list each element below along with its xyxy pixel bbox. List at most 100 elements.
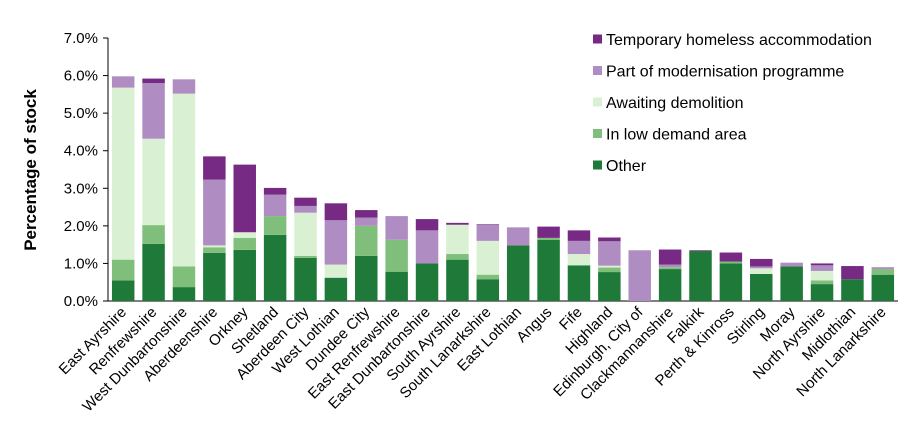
bar-segment [810, 284, 834, 301]
bar-segment [324, 277, 348, 301]
bar-segment [598, 265, 621, 268]
bar-segment [233, 249, 256, 301]
bar-segment [446, 254, 469, 260]
bar-segment [142, 225, 165, 244]
bar-segment [598, 267, 621, 273]
bar-segment [750, 266, 773, 269]
bar-segment [810, 280, 834, 285]
bar-segment [567, 240, 591, 255]
bar-segment [598, 241, 621, 266]
legend-label: Temporary homeless accommodation [606, 32, 872, 49]
bar-segment [658, 267, 682, 270]
bar-segment [294, 197, 317, 206]
legend-label: Part of modernisation programme [606, 64, 844, 81]
bar-segment [111, 259, 135, 281]
y-tick-label: 6.0% [64, 68, 98, 85]
bar-segment [172, 266, 196, 288]
bar-segment [476, 240, 500, 275]
bar-segment [294, 257, 317, 301]
bar-segment [719, 261, 743, 264]
bar-segment [810, 263, 834, 266]
bar-segment [750, 268, 773, 274]
bar-segment [203, 245, 226, 248]
bar-segment [172, 287, 196, 301]
bar-segment [294, 255, 317, 258]
bar-segment [415, 230, 439, 264]
bar-segment [324, 264, 348, 278]
bar-segment [658, 264, 682, 268]
bar-segment [537, 239, 560, 301]
bar-segment [233, 164, 256, 233]
bar-segment [415, 219, 439, 231]
bar-segment [658, 249, 682, 265]
bar-segment [172, 93, 196, 267]
legend-swatch [593, 160, 602, 170]
bar-segment [780, 262, 803, 267]
bar-segment [628, 250, 651, 301]
category-label: Angus [513, 304, 555, 346]
bar-segment [111, 87, 135, 260]
bar-segment [355, 225, 378, 256]
bar-segment [142, 138, 165, 226]
bar-segment [750, 258, 773, 267]
bar-segment [871, 267, 895, 270]
bar-segment [750, 273, 773, 301]
y-tick-label: 0.0% [64, 293, 98, 310]
bar-segment [841, 266, 864, 280]
bar-segment [263, 216, 287, 235]
bar-segment [263, 187, 287, 195]
bars [111, 76, 895, 301]
legend-label: Awaiting demolition [606, 95, 744, 112]
bar-segment [142, 243, 165, 301]
bar-segment [476, 274, 500, 280]
bar-segment [689, 251, 712, 301]
bar-segment [203, 252, 226, 301]
bar-segment [719, 252, 743, 262]
y-tick-label: 5.0% [64, 105, 98, 122]
bar-segment [658, 269, 682, 301]
legend-label: Other [606, 158, 647, 175]
bar-segment [810, 265, 834, 271]
y-tick-label: 1.0% [64, 255, 98, 272]
bar-segment [385, 216, 408, 240]
y-tick-label: 7.0% [64, 30, 98, 47]
bar-segment [537, 226, 560, 238]
bar-segment [385, 271, 408, 301]
bar-segment [172, 79, 196, 94]
bar-segment [871, 269, 895, 275]
bar-segment [203, 156, 226, 180]
bar-segment [446, 224, 469, 255]
legend-swatch [593, 129, 602, 138]
bar-segment [324, 203, 348, 221]
bar-segment [142, 78, 165, 84]
bar-segment [294, 212, 317, 256]
bar-segment [355, 210, 378, 218]
bar-segment [689, 250, 712, 252]
bar-segment [780, 266, 803, 301]
y-tick-label: 4.0% [64, 143, 98, 160]
bar-segment [506, 227, 530, 246]
bar-segment [233, 237, 256, 250]
bar-segment [263, 194, 287, 217]
bar-segment [567, 230, 591, 241]
bar-segment [719, 263, 743, 301]
bar-segment [810, 270, 834, 281]
bar-segment [263, 234, 287, 301]
bar-segment [294, 205, 317, 213]
bar-segment [567, 254, 591, 266]
legend-swatch [593, 97, 602, 107]
bar-segment [476, 224, 500, 226]
y-tick-label: 2.0% [64, 218, 98, 235]
bar-segment [355, 217, 378, 226]
bar-segment [871, 274, 895, 301]
bar-segment [111, 280, 135, 301]
bar-segment [506, 245, 530, 301]
bar-segment [598, 237, 621, 242]
y-axis-label: Percentage of stock [21, 89, 40, 251]
legend-swatch [593, 34, 602, 44]
bar-segment [598, 272, 621, 301]
legend-swatch [593, 66, 602, 75]
bar-segment [476, 225, 500, 241]
